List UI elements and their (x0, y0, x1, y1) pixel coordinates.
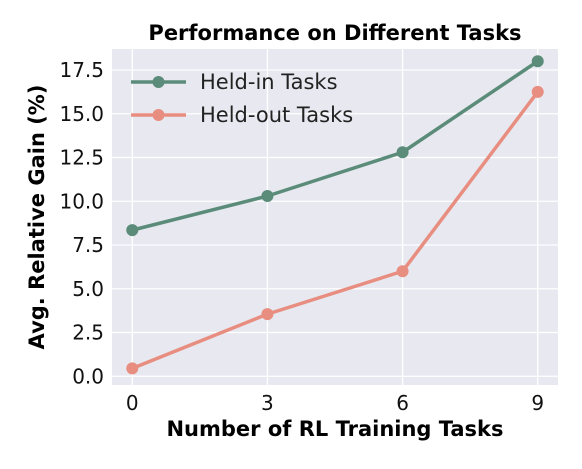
data-point (396, 146, 409, 159)
x-axis-label: Number of RL Training Tasks (166, 417, 503, 441)
x-tick-label: 6 (396, 391, 409, 415)
data-point (126, 224, 139, 237)
series-1 (126, 85, 544, 375)
data-point (261, 308, 274, 321)
legend-marker (152, 76, 165, 88)
y-axis-ticks: 0.0 2.5 5.0 7.5 10.0 12.5 15.0 17.5 (59, 58, 104, 388)
legend-item: Held-out Tasks (131, 103, 353, 127)
y-axis-label: Avg. Relative Gain (%) (25, 85, 49, 350)
y-tick-label: 0.0 (72, 364, 104, 388)
data-point (126, 362, 139, 375)
y-tick-label: 15.0 (59, 102, 104, 126)
grid (112, 49, 558, 385)
data-point (396, 265, 409, 278)
legend-label: Held-out Tasks (200, 103, 353, 127)
legend-label: Held-in Tasks (200, 70, 338, 94)
series-line (130, 59, 540, 232)
data-point (531, 85, 544, 98)
x-tick-label: 9 (531, 391, 544, 415)
x-axis-ticks: 0 3 6 9 (126, 391, 544, 415)
y-tick-label: 2.5 (72, 321, 104, 345)
chart-title: Performance on Different Tasks (148, 21, 521, 45)
y-tick-label: 12.5 (59, 146, 104, 170)
series-0 (126, 55, 544, 237)
series-line (130, 90, 540, 371)
data-point (261, 190, 274, 202)
x-tick-label: 3 (261, 391, 274, 415)
y-tick-label: 10.0 (59, 189, 104, 213)
y-tick-label: 7.5 (72, 233, 104, 257)
y-tick-label: 17.5 (59, 58, 104, 82)
series-group (126, 55, 544, 375)
x-tick-label: 0 (126, 391, 139, 415)
legend-item: Held-in Tasks (131, 70, 338, 94)
data-point (531, 55, 544, 68)
legend: Held-in Tasks Held-out Tasks (131, 70, 353, 127)
legend-marker (152, 109, 165, 121)
y-tick-label: 5.0 (72, 277, 104, 301)
